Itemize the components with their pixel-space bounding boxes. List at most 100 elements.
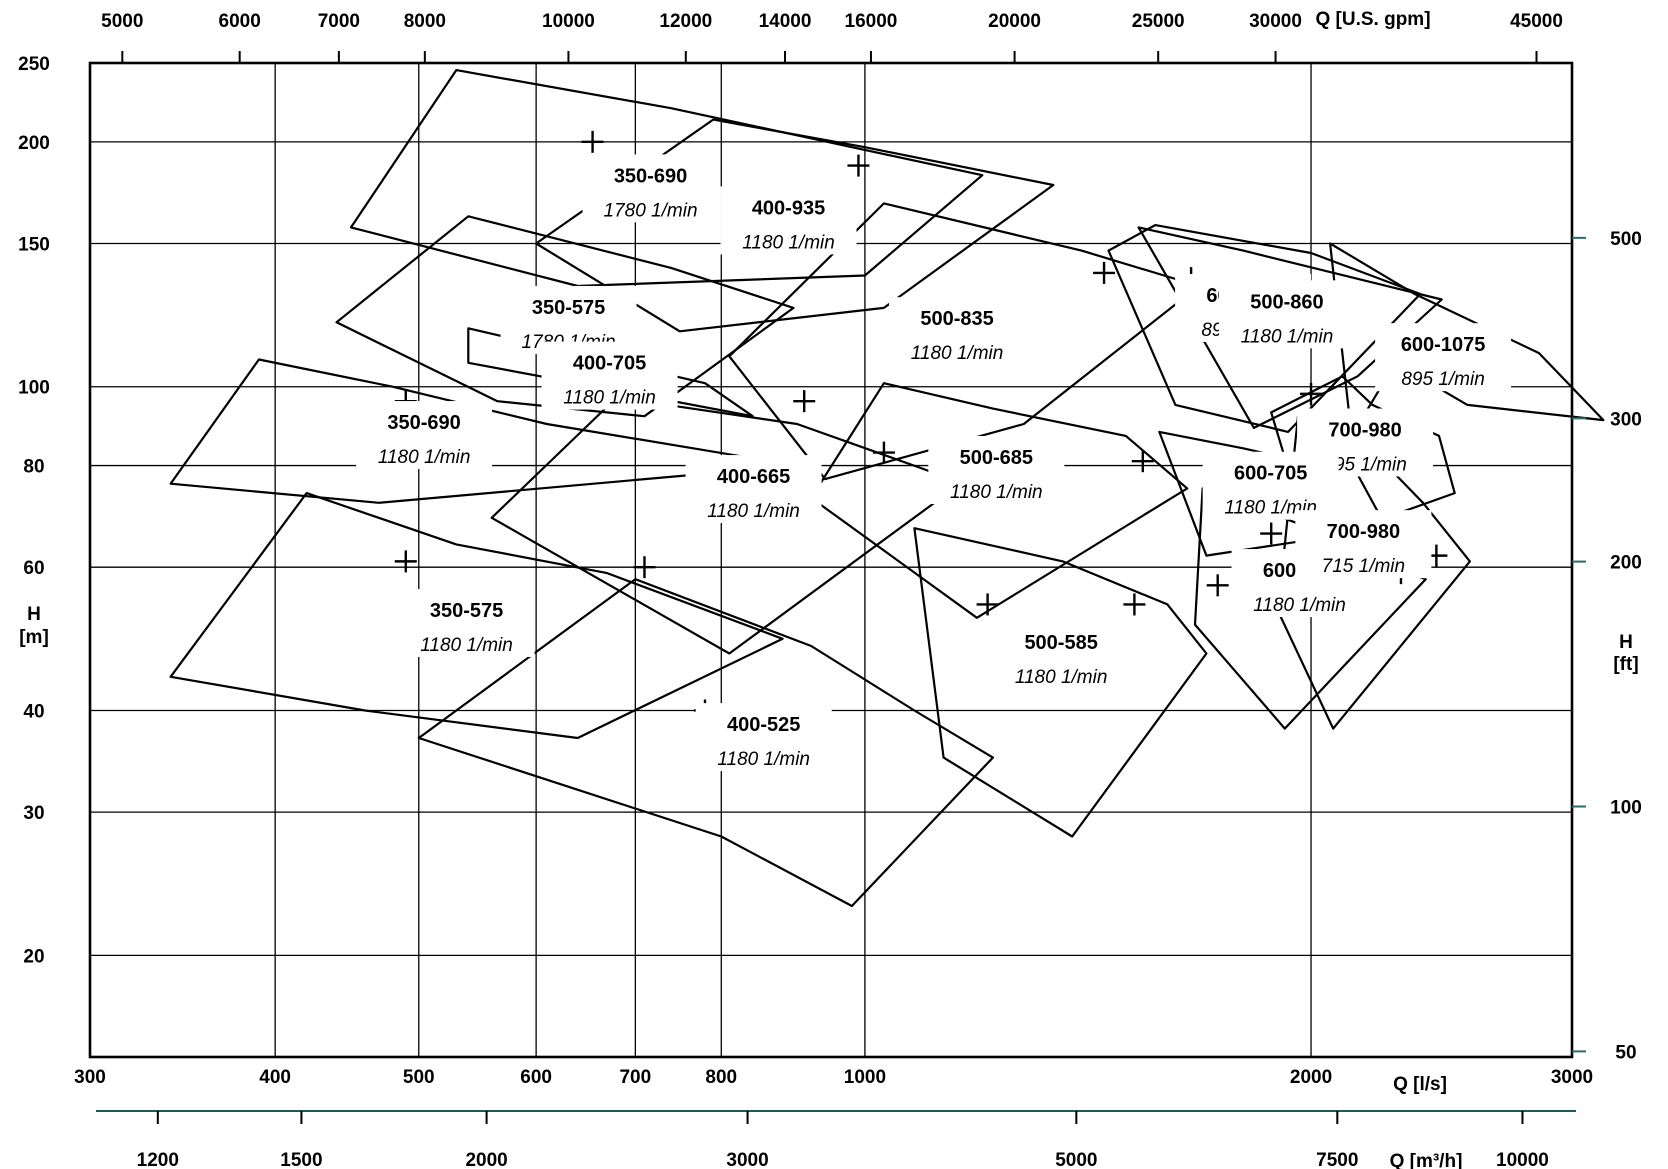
pump-label-500-685: 500-685 1180 1/min [928,436,1064,504]
top-tick-label-10000: 10000 [542,11,595,32]
top-tick-label-16000: 16000 [845,11,898,32]
pump-label-400-525: 400-525 1180 1/min [696,703,832,771]
pump-label-350-690: 350-690 1180 1/min [356,401,492,469]
pump-model-label: 600-1075 [1401,334,1486,356]
pump-model-label: 500-860 [1250,291,1323,313]
pump-speed-label: 1180 1/min [707,501,800,522]
y-tick-label-100: 100 [18,378,50,399]
m3h-tick-label-1500: 1500 [280,1150,322,1169]
pump-speed-label: 1180 1/min [717,749,810,770]
m3h-tick-label-10000: 10000 [1496,1150,1549,1169]
pump-speed-label: 1180 1/min [1253,595,1346,616]
y-tick-label-250: 250 [18,54,50,75]
bep-marker [1260,523,1282,545]
top-tick-label-20000: 20000 [988,11,1041,32]
y-tick-label-200: 200 [18,133,50,154]
top-tick-label-14000: 14000 [759,11,812,32]
m3h-tick-label-2000: 2000 [465,1150,507,1169]
axis-label-bottom-secondary: Q [m³/h] [1390,1151,1463,1169]
pump-model-label: 400-705 [573,353,646,375]
x-tick-label-600: 600 [520,1067,552,1088]
axis-label-bottom: Q [l/s] [1393,1074,1447,1095]
axis-label-left-h: H [27,604,41,625]
bep-marker [1132,450,1154,472]
top-tick-label-5000: 5000 [101,11,143,32]
bep-marker [582,131,604,153]
pump-label-700-980: 700-980 715 1/min [1295,510,1431,578]
axis-label-right-unit: [ft] [1613,654,1638,675]
pump-speed-label: 1180 1/min [563,388,656,409]
pump-envelopes [171,70,1604,906]
top-tick-label-12000: 12000 [659,11,712,32]
bep-marker [633,556,655,578]
pump-envelope-400-665 [492,398,961,654]
pump-model-label: 400-665 [717,466,790,488]
pump-model-label: 350-575 [532,297,605,319]
m3h-tick-label-3000: 3000 [726,1150,768,1169]
pump-model-label: 500-585 [1024,632,1097,654]
pump-speed-label: 895 1/min [1401,369,1484,390]
pump-speed-label: 715 1/min [1322,556,1405,577]
pump-label-600-705: 600-705 1180 1/min [1203,452,1339,520]
pump-speed-label: 1180 1/min [742,232,835,253]
pump-model-label: 400-935 [752,197,825,219]
pump-label-500-585: 500-585 1180 1/min [993,621,1129,689]
x-tick-label-800: 800 [705,1067,737,1088]
y-tick-label-80: 80 [23,457,44,478]
bep-marker [977,593,999,615]
y-tick-label-30: 30 [23,803,44,824]
pump-model-label: 350-690 [387,412,460,434]
axes: 20 30 40 60 80 100 150 200 250 300 400 500 600 700 800… [18,11,1642,1169]
bep-marker [793,390,815,412]
top-tick-label-8000: 8000 [404,11,446,32]
x-tick-label-1000: 1000 [844,1067,886,1088]
pump-model-label: 500-685 [960,447,1033,469]
pump-label-500-860: 500-860 1180 1/min [1219,280,1355,348]
pump-speed-label: 1180 1/min [911,343,1004,364]
pump-model-label: 400-525 [727,714,800,736]
right-tick-label-500: 500 [1610,229,1642,250]
top-tick-label-45000: 45000 [1510,11,1563,32]
axis-label-right-h: H [1619,632,1633,653]
pump-speed-label: 1180 1/min [378,447,471,468]
bep-marker [1123,593,1145,615]
y-tick-label-150: 150 [18,234,50,255]
bep-marker [847,155,869,177]
x-tick-label-500: 500 [403,1067,435,1088]
pump-label-400-705: 400-705 1180 1/min [542,342,678,410]
top-tick-label-7000: 7000 [318,11,360,32]
right-tick-label-200: 200 [1610,553,1642,574]
axis-label-top: Q [U.S. gpm] [1315,9,1430,30]
pump-label-500-835: 500-835 1180 1/min [889,297,1025,365]
pump-speed-label: 1180 1/min [1015,667,1108,688]
m3h-tick-label-5000: 5000 [1055,1150,1097,1169]
x-tick-label-700: 700 [619,1067,651,1088]
x-tick-label-3000: 3000 [1551,1067,1593,1088]
bep-marker [395,550,417,572]
top-tick-label-25000: 25000 [1132,11,1185,32]
pump-model-label: 700-980 [1327,521,1400,543]
pump-label-400-665: 400-665 1180 1/min [686,455,822,523]
x-tick-label-2000: 2000 [1290,1067,1332,1088]
pump-model-label: 350-575 [430,600,503,622]
right-tick-label-100: 100 [1610,797,1642,818]
pump-label-350-690: 350-690 1780 1/min [583,154,719,222]
top-tick-label-6000: 6000 [219,11,261,32]
y-tick-label-20: 20 [23,946,44,967]
x-tick-label-400: 400 [259,1067,291,1088]
pump-speed-label: 1780 1/min [604,200,698,221]
bep-marker [1093,262,1115,284]
best-efficiency-markers [395,131,1448,722]
m3h-tick-label-1200: 1200 [137,1150,179,1169]
pump-speed-label: 1180 1/min [1241,326,1334,347]
pump-model-label: 350-690 [614,165,687,187]
pump-label-600-1075: 600-1075 895 1/min [1375,323,1511,391]
pump-model-label: 500-835 [920,308,993,330]
bep-marker [1207,574,1229,596]
m3h-tick-label-7500: 7500 [1316,1150,1358,1169]
top-tick-label-30000: 30000 [1249,11,1302,32]
pump-label-400-935: 400-935 1180 1/min [721,186,857,254]
pump-model-label: 700-980 [1328,419,1401,441]
right-tick-label-50: 50 [1615,1042,1636,1063]
